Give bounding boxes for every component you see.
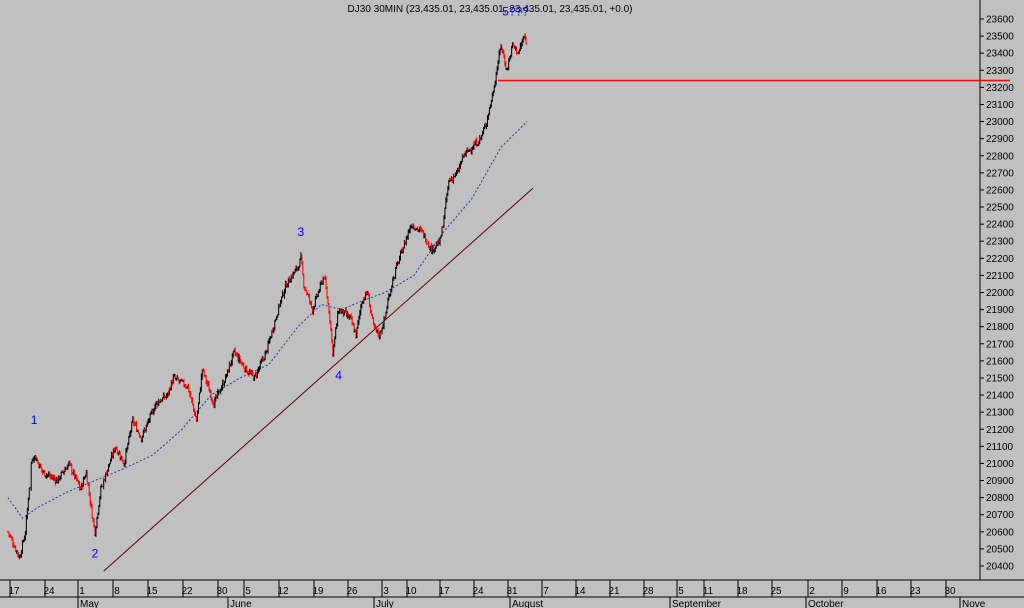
month-label: July xyxy=(376,599,394,608)
x-tick-label: 7 xyxy=(543,586,549,597)
x-tick-label: 28 xyxy=(642,586,654,597)
x-tick-label: 10 xyxy=(405,586,417,597)
y-tick-label: 20700 xyxy=(986,510,1014,521)
y-tick-label: 23000 xyxy=(986,117,1014,128)
y-tick-label: 22600 xyxy=(986,185,1014,196)
x-tick-label: 18 xyxy=(736,586,748,597)
y-tick-label: 22700 xyxy=(986,168,1014,179)
x-tick-label: 17 xyxy=(8,586,20,597)
wave-label: 5??? xyxy=(502,5,529,19)
y-tick-label: 23300 xyxy=(986,66,1014,77)
y-tick-label: 20600 xyxy=(986,527,1014,538)
y-tick-label: 21400 xyxy=(986,391,1014,402)
support-trendline xyxy=(103,187,534,572)
x-tick-label: 21 xyxy=(608,586,620,597)
x-tick-label: 24 xyxy=(43,586,55,597)
month-label: Nove xyxy=(962,599,986,608)
wave-label: 4 xyxy=(335,369,342,383)
y-tick-label: 21500 xyxy=(986,373,1014,384)
x-tick-label: 16 xyxy=(875,586,887,597)
y-tick-label: 20500 xyxy=(986,544,1014,555)
y-tick-label: 20900 xyxy=(986,476,1014,487)
x-tick-label: 3 xyxy=(383,586,389,597)
x-tick-label: 5 xyxy=(678,586,684,597)
wave-label: 3 xyxy=(298,225,305,239)
y-tick-label: 22200 xyxy=(986,254,1014,265)
x-tick-label: 19 xyxy=(312,586,324,597)
x-tick-label: 5 xyxy=(245,586,251,597)
x-tick-label: 25 xyxy=(770,586,782,597)
x-tick-label: 26 xyxy=(346,586,358,597)
x-tick-label: 30 xyxy=(944,586,956,597)
x-tick-label: 14 xyxy=(574,586,586,597)
x-tick-label: 22 xyxy=(181,586,193,597)
chart-title: DJ30 30MIN (23,435.01, 23,435.01, 23,435… xyxy=(348,4,633,15)
x-tick-label: 23 xyxy=(909,586,921,597)
month-label: October xyxy=(808,599,844,608)
y-tick-label: 23400 xyxy=(986,49,1014,60)
y-tick-label: 22000 xyxy=(986,288,1014,299)
y-tick-label: 23100 xyxy=(986,100,1014,111)
wave-labels-layer: 1 2 3 4 5??? xyxy=(31,5,529,561)
wave-label: 2 xyxy=(92,546,99,560)
wave-label: 1 xyxy=(31,413,38,427)
y-tick-label: 21700 xyxy=(986,339,1014,350)
y-tick-label: 21100 xyxy=(986,442,1014,453)
x-tick-label: 24 xyxy=(472,586,484,597)
x-tick-label: 17 xyxy=(438,586,450,597)
trendline-layer xyxy=(103,187,534,572)
y-tick-label: 21600 xyxy=(986,356,1014,367)
price-bars-layer xyxy=(6,32,528,560)
y-tick-label: 21300 xyxy=(986,408,1014,419)
y-tick-label: 22500 xyxy=(986,203,1014,214)
x-tick-label: 2 xyxy=(809,586,815,597)
x-tick-label: 30 xyxy=(216,586,228,597)
x-tick-label: 15 xyxy=(146,586,158,597)
y-tick-label: 21900 xyxy=(986,305,1014,316)
month-label: August xyxy=(512,599,543,608)
y-tick-label: 22100 xyxy=(986,271,1014,282)
x-tick-label: 11 xyxy=(703,586,714,597)
y-tick-label: 21000 xyxy=(986,459,1014,470)
y-tick-label: 22900 xyxy=(986,134,1014,145)
month-label: June xyxy=(230,599,252,608)
y-tick-label: 22800 xyxy=(986,151,1014,162)
y-tick-label: 22400 xyxy=(986,220,1014,231)
y-tick-label: 23500 xyxy=(986,32,1014,43)
month-label: May xyxy=(80,599,99,608)
y-tick-label: 21200 xyxy=(986,425,1014,436)
y-tick-label: 20400 xyxy=(986,562,1014,573)
x-tick-label: 31 xyxy=(506,586,518,597)
month-label: September xyxy=(672,599,722,608)
x-tick-label: 1 xyxy=(79,586,85,597)
x-tick-label: 9 xyxy=(843,586,849,597)
y-tick-label: 23200 xyxy=(986,83,1014,94)
y-tick-label: 20800 xyxy=(986,493,1014,504)
x-tick-label: 8 xyxy=(114,586,120,597)
y-tick-label: 22300 xyxy=(986,237,1014,248)
y-tick-label: 23600 xyxy=(986,15,1014,26)
x-tick-label: 12 xyxy=(277,586,289,597)
y-tick-label: 21800 xyxy=(986,322,1014,333)
